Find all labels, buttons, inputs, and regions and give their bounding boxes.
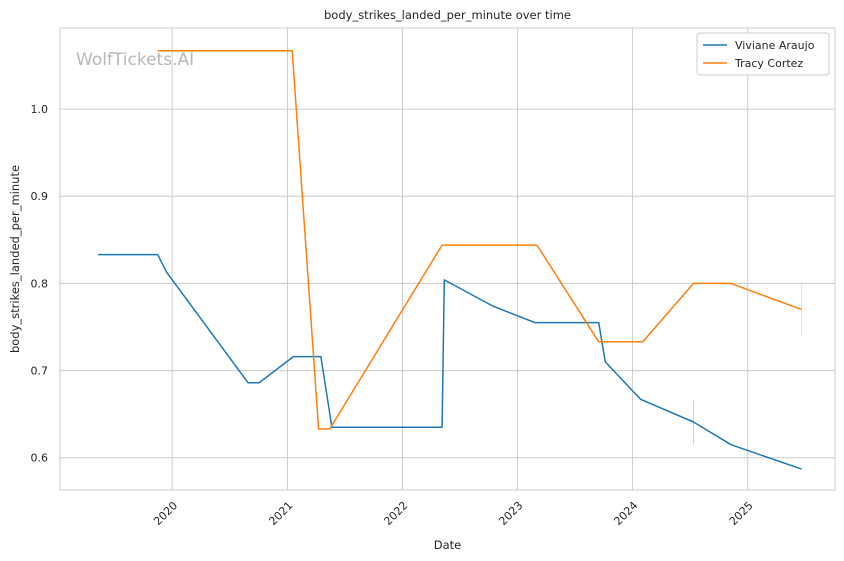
- series-layer: [98, 49, 802, 470]
- legend-label-tracy-cortez: Tracy Cortez: [734, 57, 803, 70]
- legend-box: [696, 32, 830, 76]
- y-tick-label: 0.7: [31, 365, 49, 378]
- legend: Viviane Araujo Tracy Cortez: [696, 32, 830, 76]
- y-tick-label: 0.6: [31, 452, 49, 465]
- y-axis-label: body_strikes_landed_per_minute: [8, 165, 22, 353]
- plot-frame: [59, 27, 836, 491]
- x-axis-label: Date: [434, 538, 462, 552]
- series-line-tracy-cortez: [157, 49, 802, 430]
- y-tick-label: 1.0: [31, 103, 49, 116]
- y-tick-labels: 0.6 0.7 0.8 0.9 1.0: [31, 103, 49, 465]
- y-tick-label: 0.8: [31, 277, 49, 290]
- series-line-viviane-araujo: [98, 253, 802, 470]
- chart-title: body_strikes_landed_per_minute over time: [324, 8, 571, 22]
- y-tick-label: 0.9: [31, 190, 49, 203]
- watermark: WolfTickets.AI: [76, 50, 194, 70]
- legend-label-viviane-araujo: Viviane Araujo: [735, 39, 815, 52]
